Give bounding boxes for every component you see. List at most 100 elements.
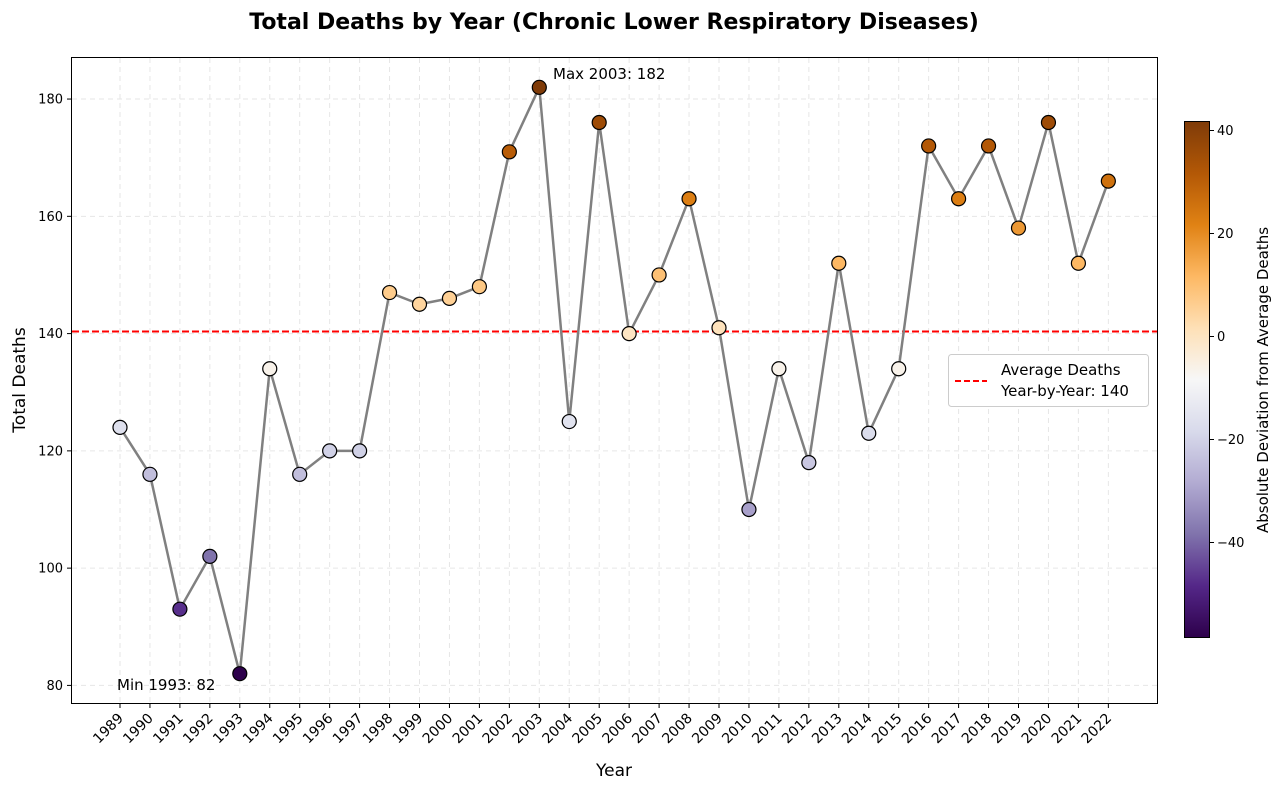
x-tick-label: 2005 — [570, 711, 607, 748]
x-tick-label: 1995 — [270, 711, 307, 748]
x-tick-label: 1990 — [120, 711, 157, 748]
data-point — [980, 138, 997, 154]
data-point — [1070, 255, 1087, 271]
x-tick-label: 2011 — [749, 711, 786, 748]
legend-label-line1: Average Deaths — [1001, 361, 1121, 379]
data-point — [1040, 114, 1057, 131]
data-point — [861, 425, 877, 441]
data-point — [950, 191, 967, 207]
data-point — [381, 284, 398, 301]
x-tick-label: 2001 — [450, 711, 487, 748]
y-tick-label: 180 — [38, 93, 63, 108]
data-point — [1010, 220, 1027, 236]
x-tick-label: 2000 — [420, 711, 457, 748]
data-point — [262, 361, 278, 377]
data-point — [651, 267, 667, 283]
colorbar-ticks: 40 20 0 −20 −40 — [1209, 124, 1244, 551]
data-point — [771, 361, 787, 377]
x-tick-label: 1998 — [360, 711, 397, 748]
x-axis-label: Year — [595, 761, 632, 781]
y-axis-label: Total Deaths — [10, 327, 30, 434]
legend-box — [948, 354, 1149, 407]
x-tick-label: 2019 — [989, 711, 1026, 748]
x-tick-label: 2015 — [869, 711, 906, 748]
data-point — [471, 279, 487, 295]
colorbar-tick-label: 20 — [1217, 227, 1234, 242]
data-point — [352, 443, 368, 459]
x-tick-label: 2010 — [719, 711, 756, 748]
legend-label-line2: Year-by-Year: 140 — [1000, 382, 1129, 400]
grid — [72, 58, 1157, 703]
x-tick-label: 1996 — [300, 710, 337, 747]
data-point — [441, 290, 458, 307]
x-tick-label: 2004 — [540, 710, 577, 747]
x-tick-label: 2022 — [1079, 711, 1116, 748]
data-point — [741, 501, 757, 518]
x-tick-label: 1994 — [240, 710, 277, 747]
colorbar-tick-label: −20 — [1217, 433, 1244, 448]
data-point — [232, 666, 248, 682]
x-tick-label: 2012 — [779, 711, 816, 748]
chart-title: Total Deaths by Year (Chronic Lower Resp… — [249, 10, 979, 35]
x-tick-label: 1993 — [210, 711, 247, 748]
data-point — [411, 296, 428, 312]
colorbar-gradient — [1184, 121, 1210, 638]
x-tick-label: 1997 — [330, 711, 367, 748]
min-annotation: Min 1993: 82 — [117, 676, 215, 694]
x-tick-label: 2008 — [659, 711, 696, 748]
data-point — [711, 320, 727, 336]
data-point — [531, 79, 547, 95]
data-point — [322, 443, 338, 459]
series-line — [118, 86, 1110, 675]
legend: Average Deaths Year-by-Year: 140 — [948, 354, 1149, 407]
data-point — [591, 114, 607, 131]
x-tick-label: 2017 — [929, 711, 966, 748]
y-tick-label: 120 — [38, 444, 63, 459]
y-tick-label: 160 — [38, 210, 63, 225]
x-tick-label: 2021 — [1049, 711, 1086, 748]
data-point — [831, 255, 847, 271]
data-point — [891, 361, 907, 377]
colorbar-tick-label: −40 — [1217, 536, 1244, 551]
plot-frame — [71, 57, 1158, 704]
y-tick-label: 100 — [38, 562, 63, 577]
data-point — [801, 454, 817, 471]
colorbar-label: Absolute Deviation from Average Deaths — [1254, 227, 1272, 533]
data-point — [621, 325, 637, 342]
data-points — [112, 79, 1116, 682]
x-tick-label: 2016 — [899, 710, 936, 747]
y-tick-label: 80 — [46, 679, 63, 694]
max-annotation: Max 2003: 182 — [553, 65, 665, 83]
x-tick-label: 1989 — [90, 711, 127, 748]
data-point — [202, 548, 218, 565]
x-tick-label: 1991 — [150, 711, 187, 748]
x-tick-label: 2006 — [599, 710, 636, 747]
data-point — [561, 413, 577, 430]
x-tick-label: 2014 — [839, 710, 876, 747]
x-ticks: 1989199019911992199319941995199619971998… — [90, 703, 1115, 747]
x-tick-label: 1999 — [390, 711, 427, 748]
y-ticks: 80 100 120 140 160 180 — [38, 93, 72, 694]
x-tick-label: 2009 — [689, 711, 726, 748]
data-point — [681, 191, 697, 207]
x-tick-label: 2003 — [510, 711, 547, 748]
colorbar-tick-label: 40 — [1217, 124, 1234, 139]
data-point — [142, 466, 158, 482]
data-point — [921, 138, 937, 154]
data-point — [1100, 173, 1116, 189]
data-point — [292, 466, 308, 482]
x-tick-label: 2013 — [809, 711, 846, 748]
data-point — [112, 419, 128, 436]
x-tick-label: 2018 — [959, 711, 996, 748]
x-tick-label: 1992 — [180, 711, 217, 748]
series-line-group — [118, 86, 1110, 675]
x-tick-label: 2007 — [629, 711, 666, 748]
data-point — [501, 144, 517, 160]
x-tick-label: 2020 — [1019, 711, 1056, 748]
colorbar: 40 20 0 −20 −40 Absolute Deviation from Aver… — [1184, 121, 1272, 638]
data-point — [172, 601, 188, 617]
y-tick-label: 140 — [38, 327, 63, 342]
x-tick-label: 2002 — [480, 711, 517, 748]
colorbar-tick-label: 0 — [1217, 330, 1225, 345]
